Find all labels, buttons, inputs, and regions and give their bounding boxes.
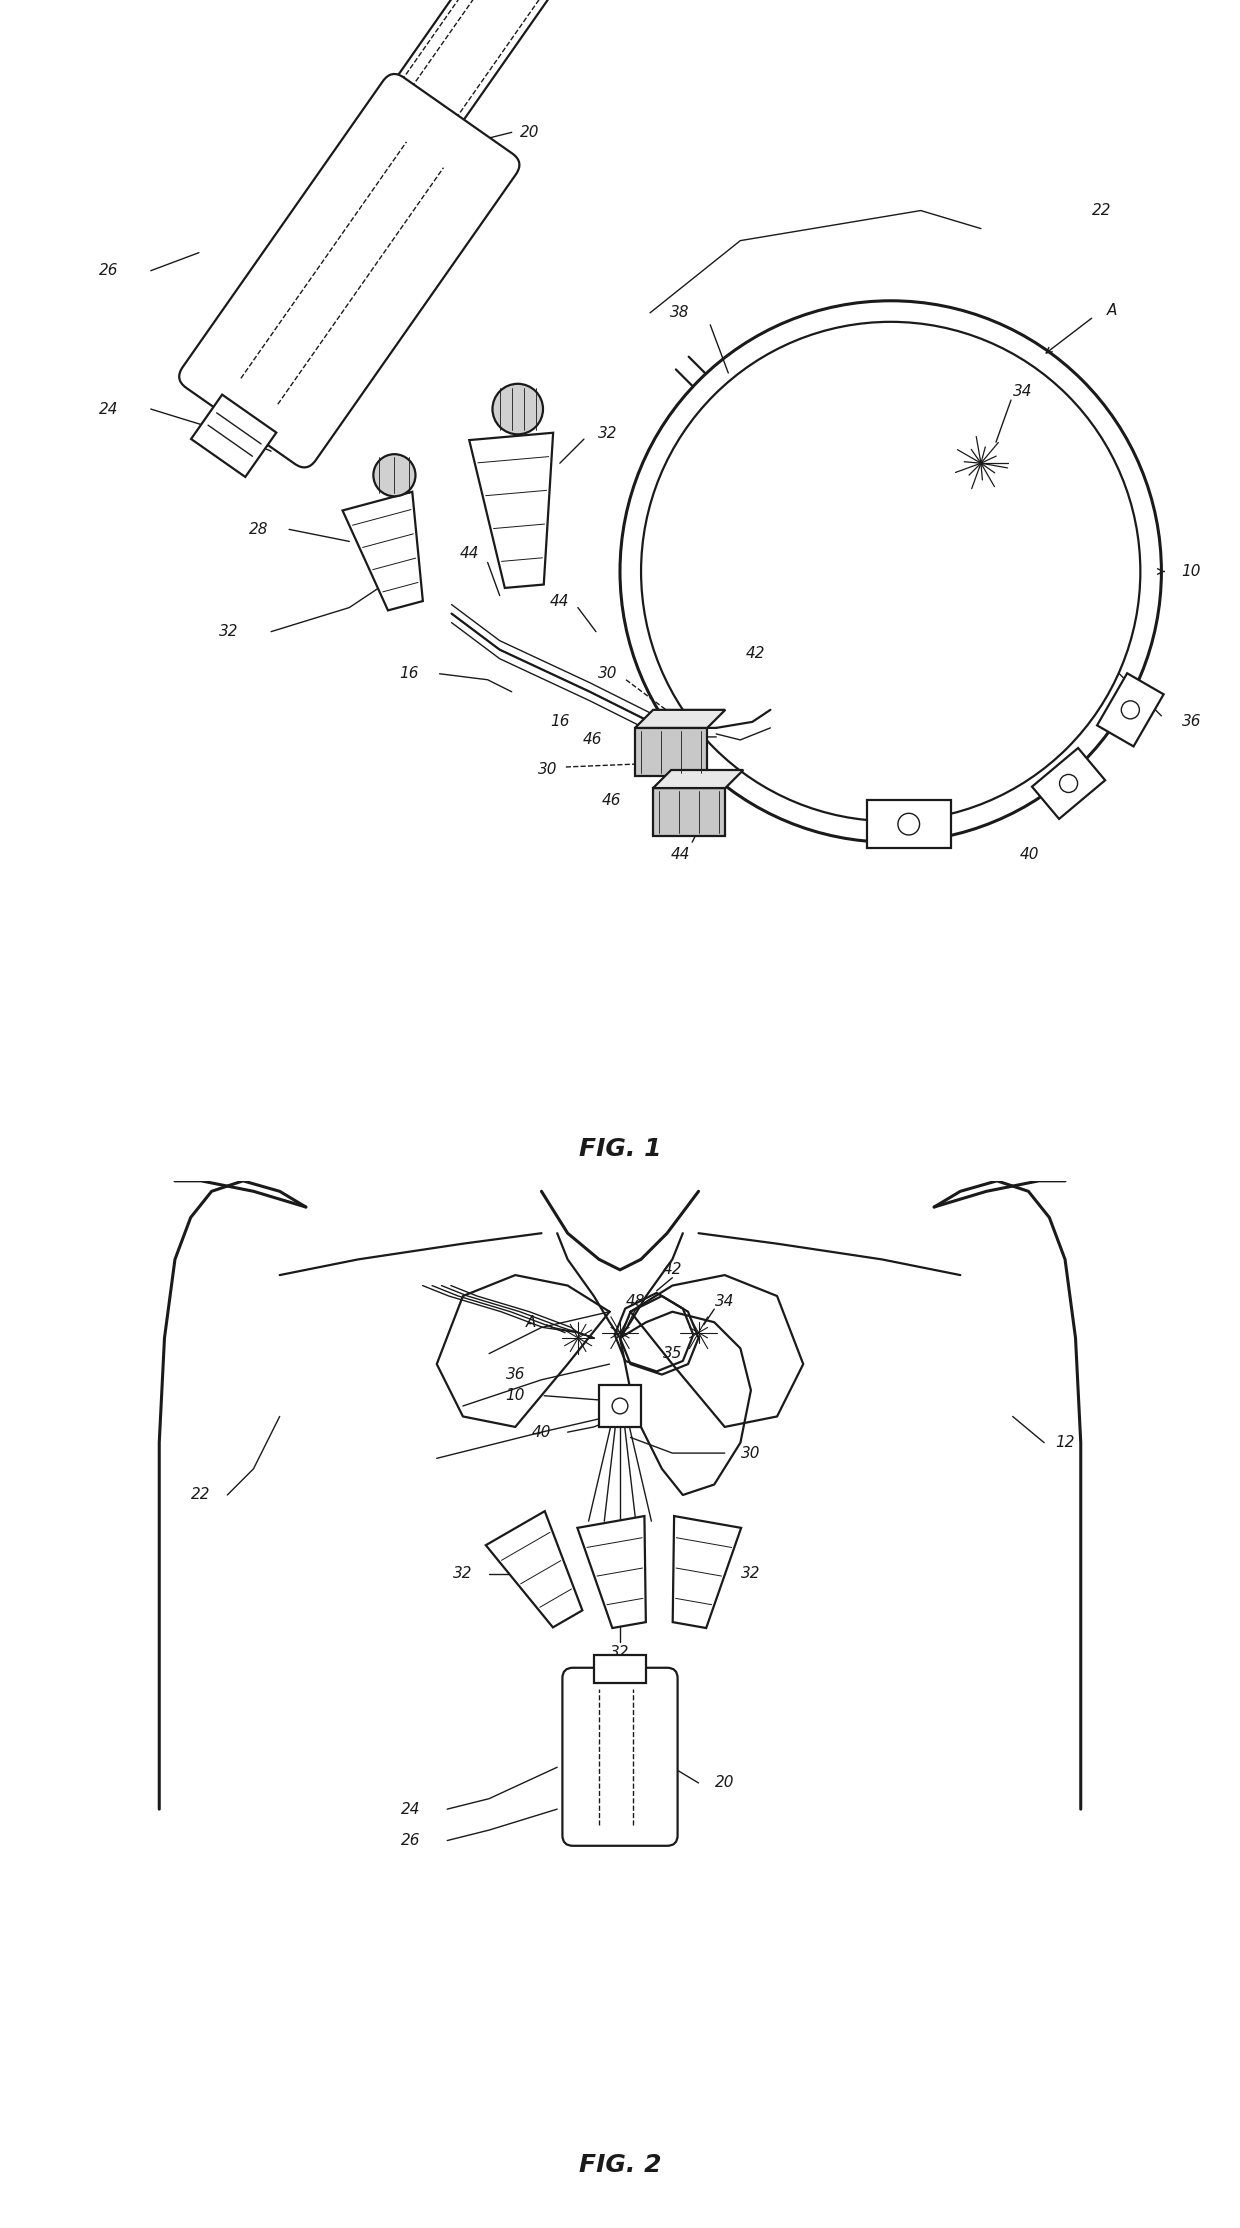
- Text: 36: 36: [506, 1368, 525, 1381]
- Text: FIG. 2: FIG. 2: [579, 2152, 661, 2177]
- Text: 10: 10: [506, 1388, 525, 1404]
- Text: FIG. 1: FIG. 1: [579, 1136, 661, 1161]
- Text: 22: 22: [1091, 203, 1111, 218]
- Circle shape: [613, 1399, 627, 1415]
- Text: 10: 10: [1182, 564, 1202, 579]
- Text: 22: 22: [191, 1488, 211, 1502]
- Polygon shape: [635, 729, 707, 775]
- Polygon shape: [1097, 673, 1163, 746]
- Polygon shape: [599, 1386, 641, 1426]
- Text: 30: 30: [598, 666, 618, 682]
- Circle shape: [898, 813, 920, 836]
- Polygon shape: [635, 711, 725, 729]
- Text: 30: 30: [538, 762, 558, 778]
- Text: 42: 42: [746, 646, 765, 662]
- Text: 38: 38: [671, 305, 689, 321]
- Polygon shape: [469, 432, 553, 588]
- Polygon shape: [867, 800, 951, 849]
- Circle shape: [1059, 775, 1078, 793]
- Text: 24: 24: [99, 401, 119, 417]
- Polygon shape: [1032, 749, 1105, 820]
- Text: 32: 32: [742, 1566, 760, 1582]
- Polygon shape: [578, 1515, 646, 1629]
- Text: 44: 44: [671, 847, 689, 862]
- Text: 32: 32: [219, 624, 239, 639]
- Text: 28: 28: [249, 521, 269, 537]
- Text: 40: 40: [1019, 847, 1039, 862]
- Polygon shape: [653, 789, 725, 836]
- Text: 46: 46: [583, 733, 603, 746]
- Text: A: A: [1107, 303, 1117, 319]
- FancyBboxPatch shape: [563, 1669, 677, 1845]
- Text: 12: 12: [1055, 1435, 1075, 1450]
- Text: 34: 34: [1013, 383, 1033, 399]
- Text: 26: 26: [401, 1834, 420, 1847]
- Polygon shape: [672, 1515, 742, 1629]
- Circle shape: [492, 383, 543, 434]
- Text: 32: 32: [453, 1566, 472, 1582]
- Text: 46: 46: [601, 793, 621, 807]
- Text: 30: 30: [742, 1446, 760, 1462]
- Text: 20: 20: [715, 1776, 734, 1791]
- Text: 35: 35: [662, 1346, 682, 1361]
- Text: 42: 42: [662, 1263, 682, 1277]
- Text: 20: 20: [520, 125, 539, 140]
- Text: 24: 24: [401, 1802, 420, 1816]
- Text: 48: 48: [626, 1294, 646, 1308]
- Text: 26: 26: [99, 263, 119, 278]
- Text: 32: 32: [610, 1644, 630, 1660]
- Polygon shape: [653, 771, 743, 789]
- Polygon shape: [486, 1511, 583, 1626]
- Text: 40: 40: [532, 1424, 552, 1439]
- Text: 44: 44: [460, 546, 480, 561]
- Polygon shape: [342, 492, 423, 610]
- Circle shape: [1121, 702, 1140, 720]
- FancyBboxPatch shape: [179, 74, 520, 468]
- Text: 44: 44: [551, 595, 569, 608]
- Circle shape: [373, 455, 415, 497]
- Text: 32: 32: [598, 426, 618, 441]
- Text: 36: 36: [1182, 715, 1202, 729]
- Text: 34: 34: [715, 1294, 734, 1308]
- Text: A: A: [526, 1315, 536, 1330]
- Text: 16: 16: [551, 715, 569, 729]
- FancyBboxPatch shape: [191, 394, 277, 477]
- FancyBboxPatch shape: [594, 1655, 646, 1684]
- Text: 16: 16: [399, 666, 419, 682]
